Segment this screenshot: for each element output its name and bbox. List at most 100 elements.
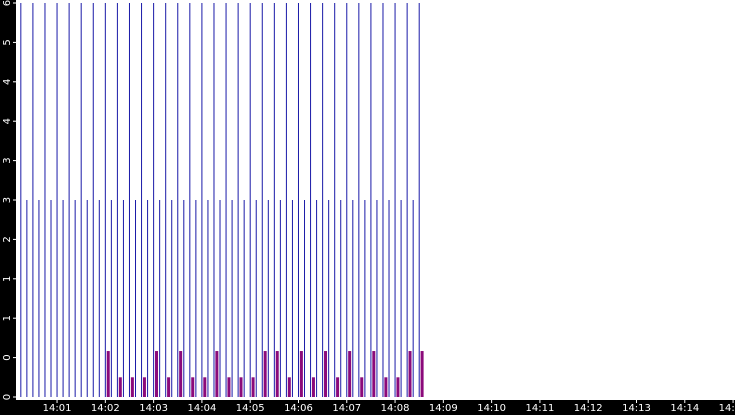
y-tick-label: 3 — [2, 197, 13, 203]
spike — [263, 351, 267, 397]
spike — [412, 200, 414, 397]
spike — [179, 351, 183, 397]
spike — [153, 3, 155, 397]
y-tick-label: 6 — [2, 0, 13, 6]
spike — [86, 200, 88, 397]
spike — [322, 3, 324, 397]
spike — [92, 3, 94, 397]
spike — [191, 377, 195, 397]
spike — [207, 200, 209, 397]
x-tick-label: 14:06 — [284, 403, 313, 414]
spike — [408, 351, 412, 397]
y-tick-label: 0 — [2, 354, 13, 360]
x-tick-label: 14:02 — [91, 403, 120, 414]
spike — [128, 3, 130, 397]
spike — [304, 200, 306, 397]
spike — [201, 3, 203, 397]
spike — [62, 200, 64, 397]
spike — [336, 377, 340, 397]
spike — [299, 351, 303, 397]
spike — [104, 3, 106, 397]
spike — [106, 351, 110, 397]
spike — [384, 377, 388, 397]
spike — [370, 3, 372, 397]
spike — [135, 200, 137, 397]
spike — [420, 351, 424, 397]
spike — [382, 3, 384, 397]
spike — [279, 200, 281, 397]
spike — [340, 200, 342, 397]
spike — [396, 377, 400, 397]
spike — [267, 200, 269, 397]
spike — [110, 200, 112, 397]
spike — [165, 3, 167, 397]
spike — [243, 200, 245, 397]
x-tick-label: 14:12 — [574, 403, 603, 414]
spike — [360, 377, 364, 397]
spike — [74, 200, 76, 397]
spike — [147, 200, 149, 397]
spike — [159, 200, 161, 397]
spike — [118, 377, 122, 397]
spike — [358, 3, 360, 397]
x-tick-label: 14:01 — [43, 403, 72, 414]
x-axis-strip — [0, 400, 735, 415]
spike — [20, 3, 22, 397]
spike — [316, 200, 318, 397]
y-tick-label: 4 — [2, 118, 13, 124]
spike — [80, 3, 82, 397]
y-tick-label: 2 — [2, 236, 13, 242]
spike — [237, 3, 239, 397]
spike — [285, 3, 287, 397]
spike — [324, 351, 328, 397]
spike — [364, 200, 366, 397]
spike — [346, 3, 348, 397]
spike — [352, 200, 354, 397]
spike — [142, 377, 146, 397]
spike — [311, 377, 315, 397]
spike — [155, 351, 159, 397]
x-tick-label: 14:15 — [719, 403, 735, 414]
x-tick-label: 14:03 — [139, 403, 168, 414]
spike — [261, 3, 263, 397]
spike — [291, 200, 293, 397]
x-tick-label: 14:09 — [429, 403, 458, 414]
spike — [239, 377, 243, 397]
spike — [297, 3, 299, 397]
spike — [227, 377, 231, 397]
spike — [167, 377, 171, 397]
spike — [44, 3, 46, 397]
spike — [394, 3, 396, 397]
spike — [418, 3, 420, 397]
y-tick-label: 4 — [2, 79, 13, 85]
spike — [213, 3, 215, 397]
spike — [177, 3, 179, 397]
x-tick-label: 14:07 — [332, 403, 361, 414]
spike — [251, 377, 255, 397]
spike — [406, 3, 408, 397]
spike — [56, 3, 58, 397]
spike — [98, 200, 100, 397]
spike — [334, 3, 336, 397]
x-tick-label: 14:08 — [381, 403, 410, 414]
spike — [215, 351, 219, 397]
x-tick-label: 14:10 — [477, 403, 506, 414]
y-tick-label: 1 — [2, 276, 13, 282]
spike — [50, 200, 52, 397]
x-tick-label: 14:14 — [670, 403, 699, 414]
spike — [130, 377, 134, 397]
spike — [275, 351, 279, 397]
spike — [376, 200, 378, 397]
spike — [273, 3, 275, 397]
spike — [372, 351, 376, 397]
spike — [255, 200, 257, 397]
spike — [38, 200, 40, 397]
spike — [310, 3, 312, 397]
spike — [225, 3, 227, 397]
y-tick-label: 1 — [2, 315, 13, 321]
spike — [400, 200, 402, 397]
spike — [171, 200, 173, 397]
spike — [348, 351, 352, 397]
